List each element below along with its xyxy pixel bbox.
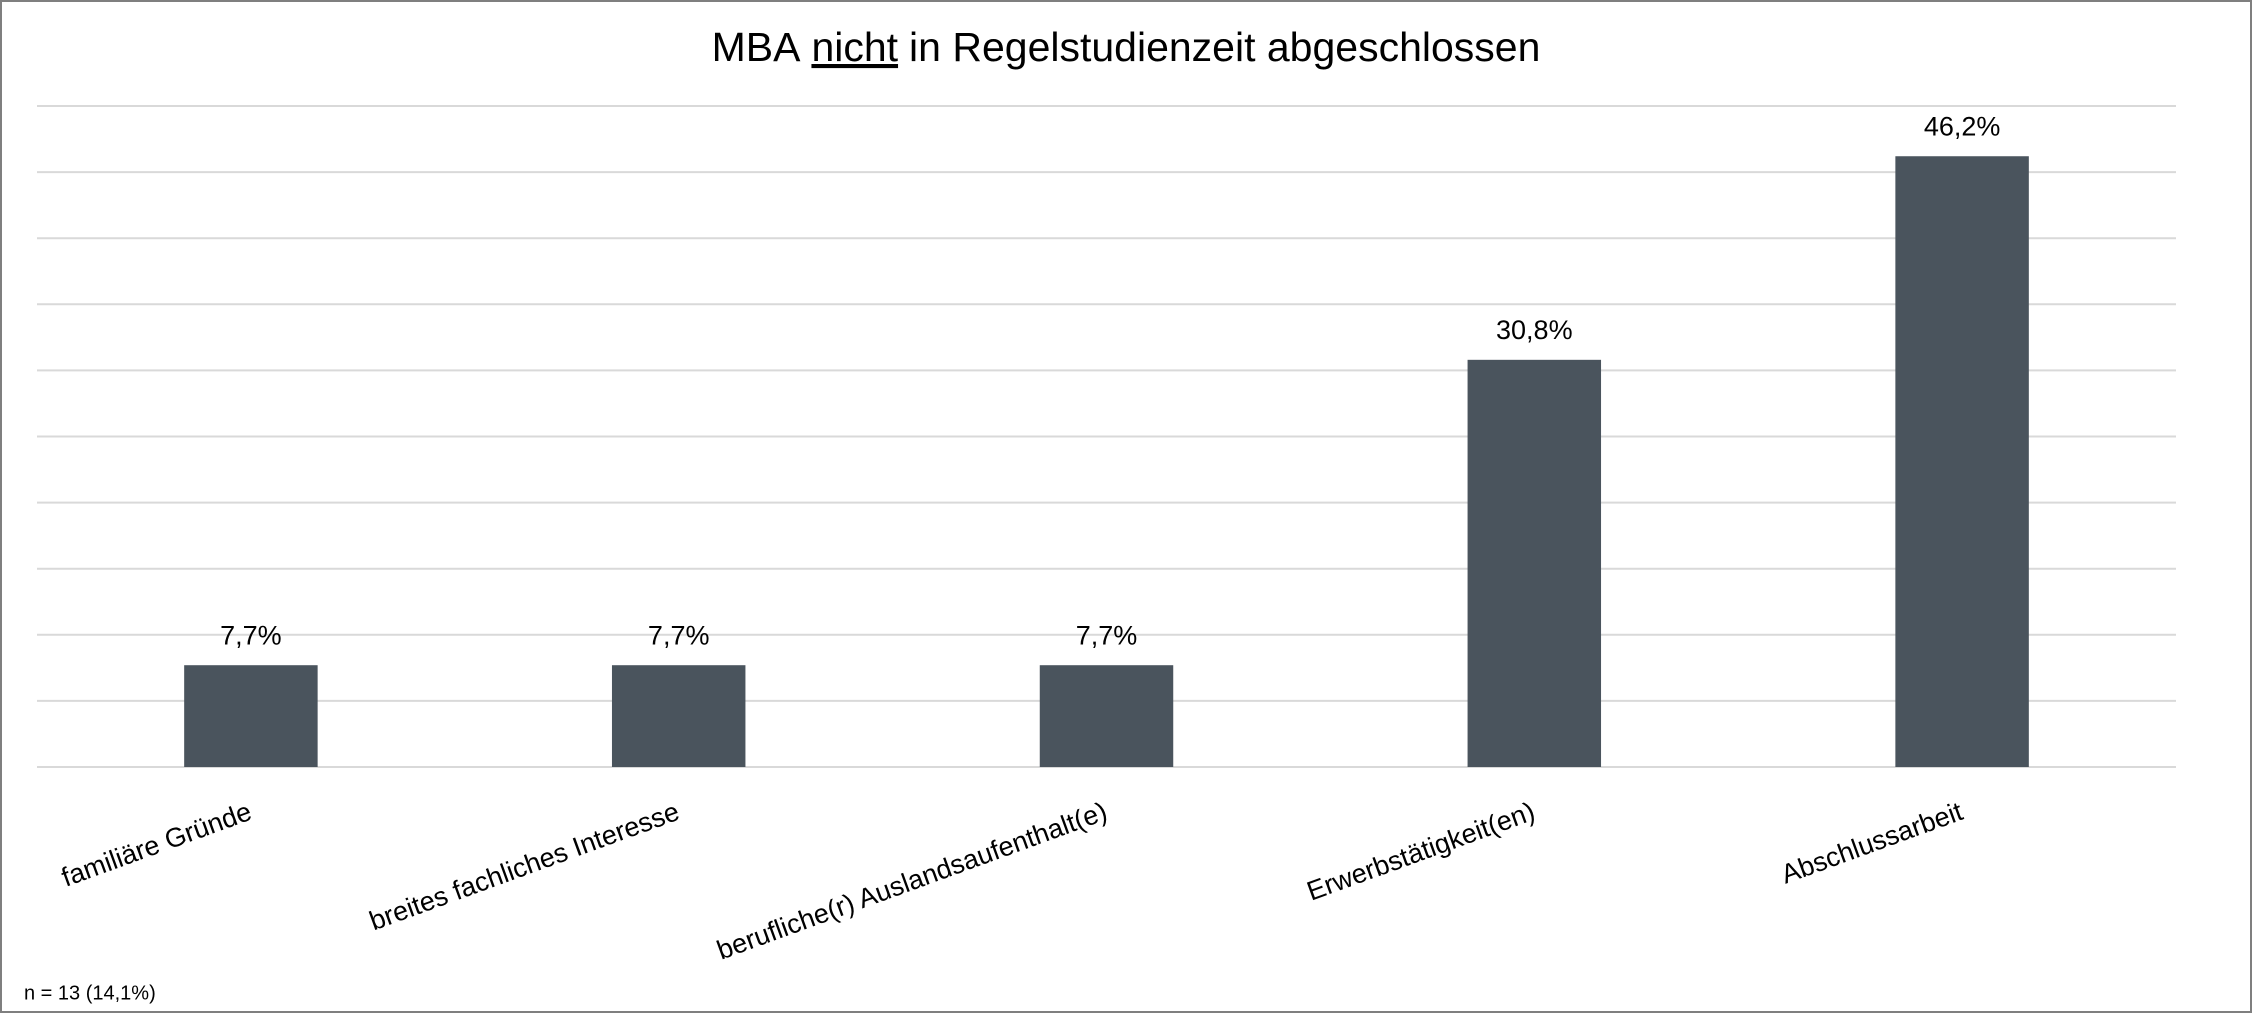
chart-title: MBA nicht in Regelstudienzeit abgeschlosse… bbox=[712, 24, 1541, 70]
title-part: MBA bbox=[712, 24, 802, 70]
value-label: 46,2% bbox=[1924, 111, 2001, 141]
footnote: n = 13 (14,1%) bbox=[24, 982, 156, 1004]
value-label: 7,7% bbox=[648, 620, 710, 650]
bar bbox=[184, 665, 318, 767]
value-label: 30,8% bbox=[1496, 315, 1573, 345]
bar bbox=[611, 665, 746, 767]
value-label: 7,7% bbox=[220, 620, 282, 650]
title-emphasis: nicht bbox=[811, 24, 898, 70]
bar bbox=[1039, 665, 1174, 767]
title-part: in Regelstudienzeit abgeschlossen bbox=[909, 24, 1540, 70]
bar bbox=[1895, 156, 2029, 768]
bar bbox=[1467, 359, 1602, 767]
value-label: 7,7% bbox=[1076, 620, 1138, 650]
